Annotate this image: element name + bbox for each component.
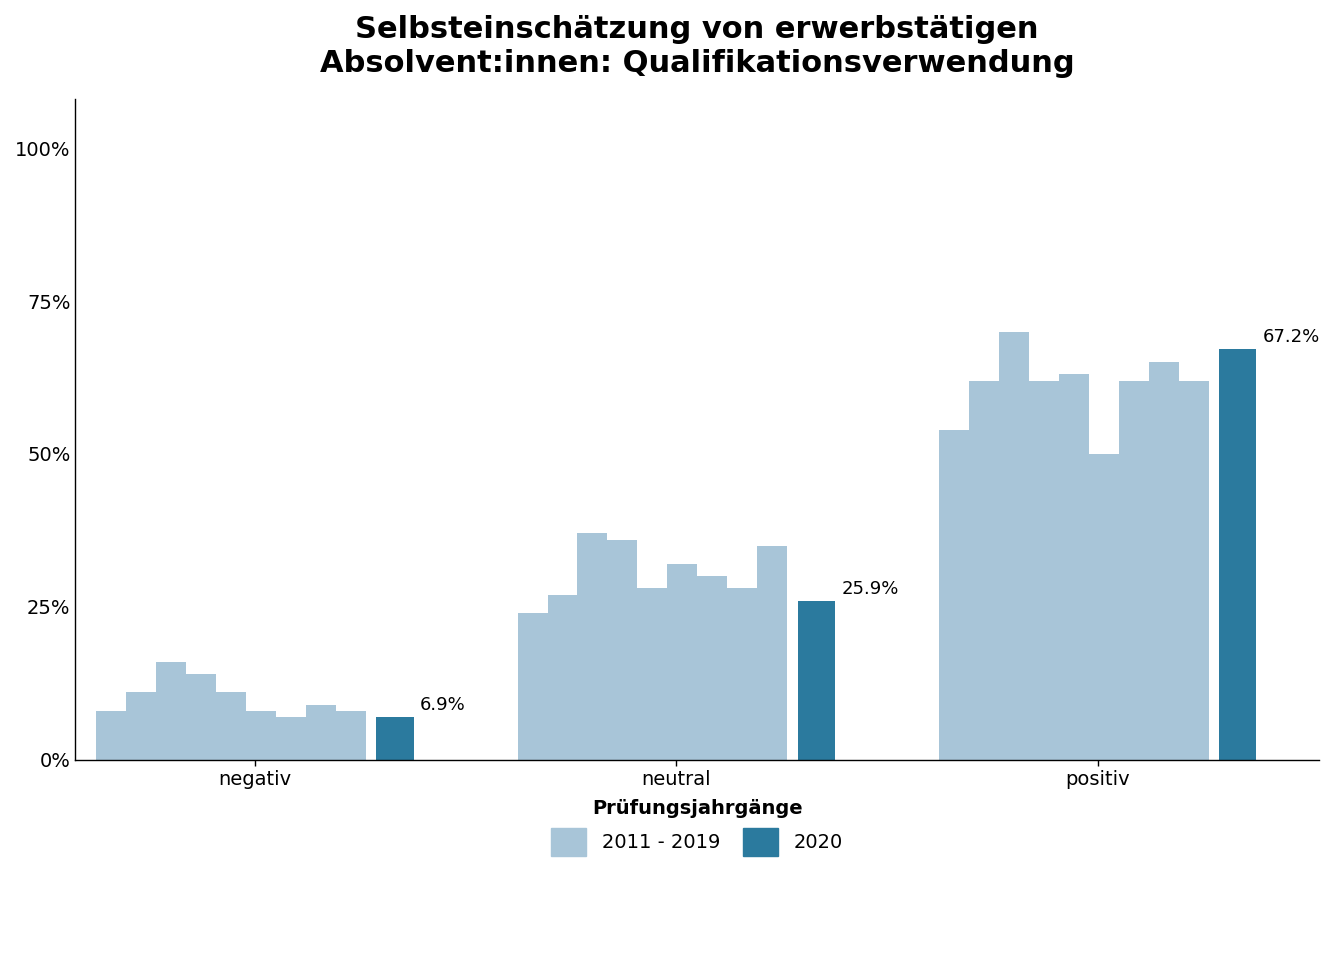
- Title: Selbsteinschätzung von erwerbstätigen
Absolvent:innen: Qualifikationsverwendung: Selbsteinschätzung von erwerbstätigen Ab…: [320, 15, 1074, 78]
- Bar: [797, 601, 835, 759]
- Bar: [216, 692, 246, 759]
- Text: 6.9%: 6.9%: [419, 696, 465, 714]
- Bar: [547, 594, 578, 759]
- Bar: [607, 540, 637, 759]
- Bar: [376, 717, 414, 759]
- Bar: [668, 564, 698, 759]
- Bar: [939, 429, 969, 759]
- Bar: [97, 710, 126, 759]
- Bar: [246, 710, 276, 759]
- Bar: [517, 612, 547, 759]
- Bar: [969, 380, 999, 759]
- Bar: [1149, 362, 1179, 759]
- Bar: [276, 717, 306, 759]
- Bar: [1059, 374, 1089, 759]
- Bar: [156, 661, 185, 759]
- Bar: [757, 545, 788, 759]
- Bar: [999, 332, 1030, 759]
- Text: 67.2%: 67.2%: [1262, 327, 1320, 346]
- Bar: [336, 710, 366, 759]
- Bar: [1219, 348, 1257, 759]
- Bar: [306, 705, 336, 759]
- Legend: 2011 - 2019, 2020: 2011 - 2019, 2020: [551, 800, 843, 855]
- Bar: [727, 588, 757, 759]
- Bar: [578, 534, 607, 759]
- Bar: [126, 692, 156, 759]
- Bar: [1030, 380, 1059, 759]
- Bar: [1089, 454, 1118, 759]
- Bar: [1179, 380, 1208, 759]
- Bar: [185, 674, 216, 759]
- Bar: [698, 576, 727, 759]
- Bar: [1118, 380, 1149, 759]
- Bar: [637, 588, 668, 759]
- Text: 25.9%: 25.9%: [841, 580, 899, 598]
